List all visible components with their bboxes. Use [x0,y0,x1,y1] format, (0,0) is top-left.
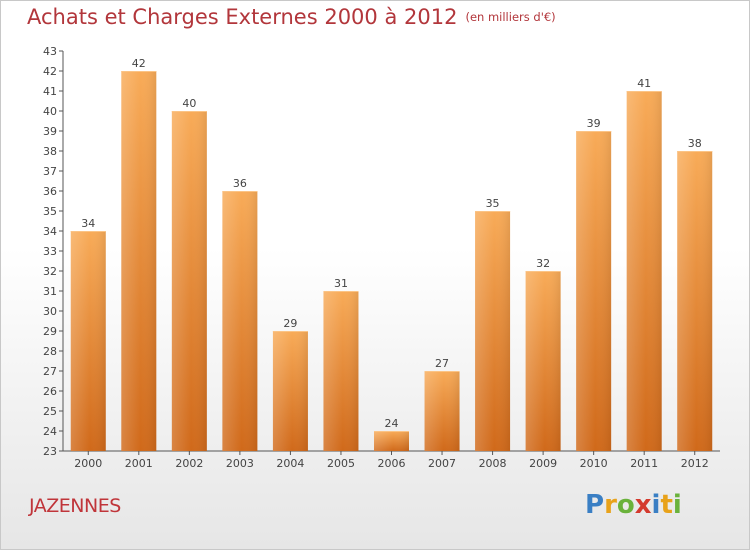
proxiti-logo[interactable]: Proxiti [585,490,682,520]
x-tick-label: 2004 [276,457,304,470]
x-tick-label: 2001 [125,457,153,470]
bar-shade [121,71,157,451]
x-tick-label: 2006 [378,457,406,470]
y-tick-label: 31 [43,285,57,298]
logo-letter: t [660,490,673,520]
y-tick-label: 33 [43,245,57,258]
x-tick-label: 2000 [74,457,102,470]
x-tick-label: 2005 [327,457,355,470]
chart-title-text: Achats et Charges Externes 2000 à 2012 [27,5,458,29]
bar-shade [171,111,207,451]
data-label: 35 [486,197,500,210]
y-tick-label: 23 [43,445,57,458]
y-tick-label: 26 [43,385,57,398]
bar-shade [374,431,409,451]
commune-name: JAZENNES [29,495,121,517]
data-label: 24 [385,417,399,430]
axes: 23 24 25 26 27 28 29 30 31 32 33 34 35 36 37 38 39 40 41 42… [43,45,720,470]
logo-letter: i [672,490,682,520]
x-tick-label: 2008 [479,457,507,470]
data-label: 27 [435,357,449,370]
y-tick-label: 36 [43,185,57,198]
y-tick-label: 40 [43,105,57,118]
x-tick-label: 2003 [226,457,254,470]
x-tick-label: 2012 [681,457,709,470]
y-tick-label: 38 [43,145,57,158]
logo-letter: r [604,490,617,520]
data-label: 41 [637,77,651,90]
x-tick-label: 2007 [428,457,456,470]
data-label: 38 [688,137,702,150]
data-label: 29 [283,317,297,330]
data-label: 31 [334,277,348,290]
bar-shade [323,291,359,451]
logo-letter: i [651,490,661,520]
logo-letter: o [616,490,635,520]
y-tick-label: 42 [43,65,57,78]
data-label: 39 [587,117,601,130]
y-tick-label: 27 [43,365,57,378]
data-label: 34 [81,217,95,230]
data-label: 40 [182,97,196,110]
y-tick-label: 35 [43,205,57,218]
y-tick-label: 24 [43,425,57,438]
bar-shade [70,231,106,451]
y-tick-label: 32 [43,265,57,278]
chart-title: Achats et Charges Externes 2000 à 2012 (e… [27,5,556,29]
bar-shade [424,371,460,451]
y-tick-label: 30 [43,305,57,318]
bar-shade [272,331,308,451]
y-tick-label: 39 [43,125,57,138]
y-tick-label: 37 [43,165,57,178]
data-label: 42 [132,57,146,70]
y-tick-label: 41 [43,85,57,98]
y-tick-label: 29 [43,325,57,338]
logo-letter: x [634,490,652,520]
logo-letter: P [585,490,605,520]
x-tick-label: 2010 [580,457,608,470]
x-tick-label: 2009 [529,457,557,470]
bar-shade [626,91,662,451]
bars [70,71,713,451]
y-tick-label: 34 [43,225,57,238]
bar-shade [576,131,612,451]
y-tick-label: 28 [43,345,57,358]
data-label: 36 [233,177,247,190]
chart-unit: (en milliers d'€) [465,10,556,24]
data-label: 32 [536,257,550,270]
bar-shade [677,151,713,451]
bar-shade [222,191,258,451]
x-tick-label: 2011 [630,457,658,470]
y-tick-label: 25 [43,405,57,418]
y-tick-label: 43 [43,45,57,58]
x-tick-label: 2002 [175,457,203,470]
bar-shade [475,211,511,451]
bar-shade [525,271,561,451]
labels: 34 42 40 36 29 31 24 27 35 32 39 41 38 [81,57,701,430]
